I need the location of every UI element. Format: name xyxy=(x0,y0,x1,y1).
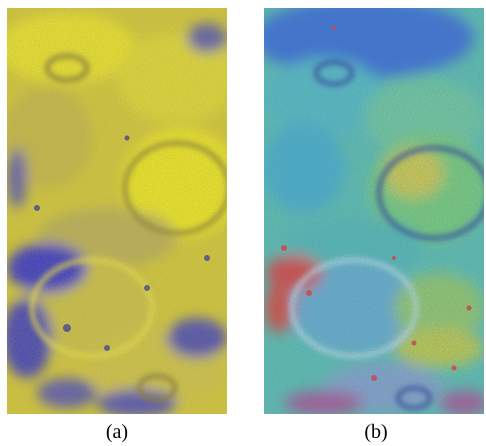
caption-a: (a) xyxy=(105,421,129,443)
panel-a-image xyxy=(7,8,227,414)
panel-b-terrain xyxy=(264,8,484,414)
panel-a-terrain xyxy=(7,8,227,414)
caption-b: (b) xyxy=(364,421,388,443)
panel-b-image xyxy=(264,8,484,414)
